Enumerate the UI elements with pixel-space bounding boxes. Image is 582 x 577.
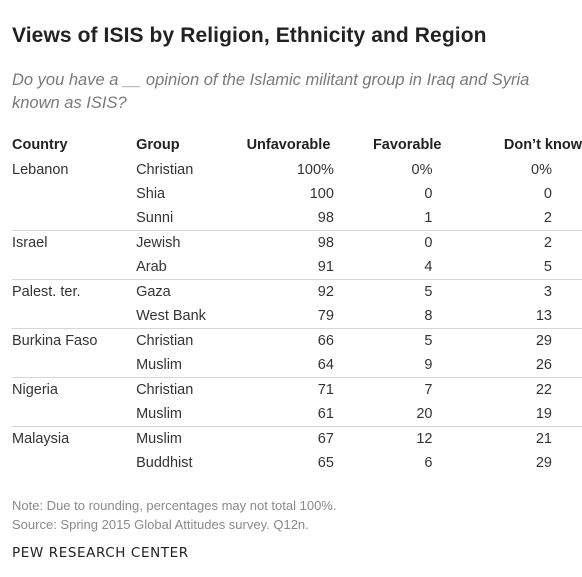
cell-favorable: 12 [333,426,467,451]
column-header-dont-know: Don’t know [503,137,582,153]
cell-favorable: 20 [416,406,433,422]
cell-group: Sunni [136,210,174,226]
cell-dont-know: 22 [466,377,582,402]
chart-subtitle: Do you have a __ opinion of the Islamic … [12,71,530,112]
cell-unfavorable: 64 [317,357,334,373]
table-row: Lebanon Christian 100% 0% 0% [12,158,582,182]
table-row: Israel Jewish 98 0 2 [12,230,582,255]
column-header-favorable: Favorable [372,137,442,153]
cell-favorable: 0 [424,186,433,202]
cell-unfavorable: 67 [235,426,334,451]
source-text: Source: Spring 2015 Global Attitudes sur… [12,517,309,532]
cell-unfavorable: 71 [235,377,334,402]
cell-group: Christian [136,162,194,178]
cell-dont-know: 2 [466,230,582,255]
table-row: Sunni 98 1 2 [12,206,582,231]
cell-group: Muslim [136,406,182,422]
table-row: Palest. ter. Gaza 92 5 3 [12,279,582,304]
cell-unfavorable: 61 [317,406,334,422]
cell-group: West Bank [136,308,206,324]
column-header-unfavorable: Unfavorable [246,137,331,153]
cell-group: Christian [136,377,236,402]
cell-country: Lebanon [12,162,69,178]
cell-dont-know: 0 [543,186,552,202]
table-row: Nigeria Christian 71 7 22 [12,377,582,402]
cell-group: Jewish [136,230,236,255]
cell-country [12,304,136,329]
cell-country: Burkina Faso [12,328,137,353]
cell-dont-know: 19 [535,406,552,422]
table-row: Muslim 61 20 19 [12,402,582,427]
cell-unfavorable: 98 [235,230,334,255]
cell-dont-know: 3 [466,279,582,304]
cell-group: Gaza [136,279,236,304]
cell-country [12,206,136,231]
cell-dont-know: 0% [531,162,552,178]
cell-favorable: 9 [424,357,433,373]
cell-dont-know: 26 [535,357,552,373]
chart-title: Views of ISIS by Religion, Ethnicity and… [12,24,487,47]
credit-line: PEW RESEARCH CENTER [12,545,189,561]
cell-unfavorable: 91 [317,259,334,275]
cell-dont-know: 2 [543,210,552,226]
table-header-row: Country Group Unfavorable Favorable Don’… [12,132,582,158]
cell-country [12,255,136,280]
cell-unfavorable: 66 [235,328,334,353]
cell-favorable: 7 [333,377,467,402]
column-header-group: Group [136,137,180,153]
cell-dont-know: 29 [535,455,552,471]
footnote: Note: Due to rounding, percentages may n… [12,496,336,534]
cell-unfavorable: 92 [235,279,334,304]
cell-favorable: 5 [333,279,467,304]
cell-favorable: 6 [424,455,433,471]
cell-unfavorable: 98 [317,210,334,226]
cell-group: Arab [136,259,167,275]
cell-group: Buddhist [136,455,193,471]
table-row: Malaysia Muslim 67 12 21 [12,426,582,451]
cell-dont-know: 21 [466,426,582,451]
cell-dont-know: 13 [535,308,552,324]
cell-country [12,451,136,475]
cell-group: Muslim [136,357,182,373]
column-header-country: Country [12,137,68,153]
opinion-table: Country Group Unfavorable Favorable Don’… [12,132,582,475]
cell-favorable: 0% [411,162,433,178]
cell-country: Nigeria [12,377,137,402]
table-body: Lebanon Christian 100% 0% 0% Shia 100 0 0 Sunni 98… [12,158,582,475]
cell-country: Israel [12,230,137,255]
cell-country [12,182,136,206]
cell-country: Palest. ter. [12,279,137,304]
cell-favorable: 0 [333,230,467,255]
table-row: Shia 100 0 0 [12,182,582,206]
cell-country [12,353,136,378]
cell-group: Christian [136,328,236,353]
cell-country: Malaysia [12,426,137,451]
note-text: Note: Due to rounding, percentages may n… [12,498,337,513]
cell-group: Muslim [136,426,236,451]
cell-country [12,402,136,427]
cell-favorable: 8 [424,308,433,324]
table-row: Buddhist 65 6 29 [12,451,582,475]
table-row: West Bank 79 8 13 [12,304,582,329]
cell-dont-know: 5 [543,259,552,275]
cell-unfavorable: 79 [317,308,334,324]
table-row: Arab 91 4 5 [12,255,582,280]
table-row: Burkina Faso Christian 66 5 29 [12,328,582,353]
cell-dont-know: 29 [466,328,582,353]
cell-favorable: 4 [424,259,433,275]
cell-unfavorable: 100 [309,186,334,202]
cell-group: Shia [136,186,166,202]
cell-favorable: 1 [424,210,433,226]
cell-unfavorable: 100% [296,162,334,178]
table-row: Muslim 64 9 26 [12,353,582,378]
cell-unfavorable: 65 [317,455,334,471]
cell-favorable: 5 [333,328,467,353]
